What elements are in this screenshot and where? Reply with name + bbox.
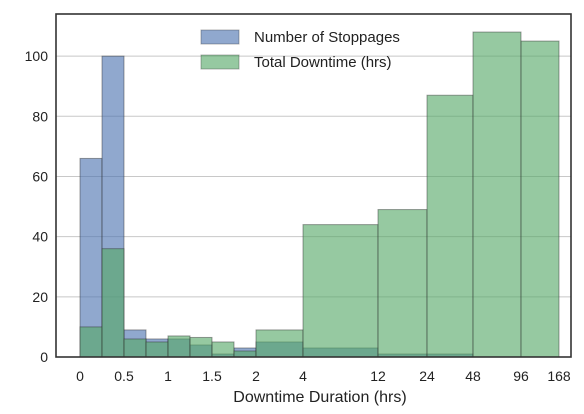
x-tick-label: 0.5 — [114, 368, 134, 384]
y-tick-label: 80 — [32, 108, 48, 124]
legend: Number of Stoppages Total Downtime (hrs) — [200, 29, 400, 71]
downtime-bar — [302, 224, 379, 358]
legend-swatch — [200, 54, 240, 70]
legend-label: Total Downtime (hrs) — [254, 54, 392, 71]
x-axis: 0 0.5 1 1.5 2 4 12 24 48 96 168 — [76, 368, 571, 384]
legend-swatch — [200, 29, 240, 45]
downtime-bar — [255, 329, 304, 358]
x-tick-label: 24 — [419, 368, 435, 384]
x-tick-label: 48 — [465, 368, 481, 384]
downtime-bar — [426, 94, 474, 358]
downtime-bar — [211, 341, 235, 358]
downtime-bar — [472, 31, 522, 358]
y-axis: 0 20 40 60 80 100 — [25, 48, 49, 365]
x-axis-label: Downtime Duration (hrs) — [233, 389, 406, 406]
legend-label: Number of Stoppages — [254, 29, 400, 46]
y-tick-label: 40 — [32, 229, 48, 245]
downtime-bar — [101, 248, 125, 358]
y-tick-label: 0 — [40, 349, 48, 365]
downtime-bar — [377, 209, 428, 358]
x-tick-label: 168 — [547, 368, 571, 384]
y-tick-label: 60 — [32, 168, 48, 184]
downtime-bar — [145, 341, 169, 358]
downtime-bar — [79, 326, 103, 358]
downtime-bar — [123, 338, 147, 358]
x-tick-label: 12 — [370, 368, 386, 384]
plot-frame — [55, 13, 572, 358]
x-tick-label: 1 — [164, 368, 172, 384]
downtime-bar — [520, 40, 560, 358]
x-tick-label: 1.5 — [202, 368, 222, 384]
x-tick-label: 2 — [252, 368, 260, 384]
x-tick-label: 4 — [299, 368, 307, 384]
x-tick-label: 0 — [76, 368, 84, 384]
bars — [79, 31, 560, 358]
x-tick-label: 96 — [513, 368, 529, 384]
downtime-bar — [189, 336, 213, 358]
y-tick-label: 20 — [32, 289, 48, 305]
y-tick-label: 100 — [25, 48, 49, 64]
downtime-bar — [233, 350, 257, 358]
downtime-bar — [167, 335, 191, 358]
